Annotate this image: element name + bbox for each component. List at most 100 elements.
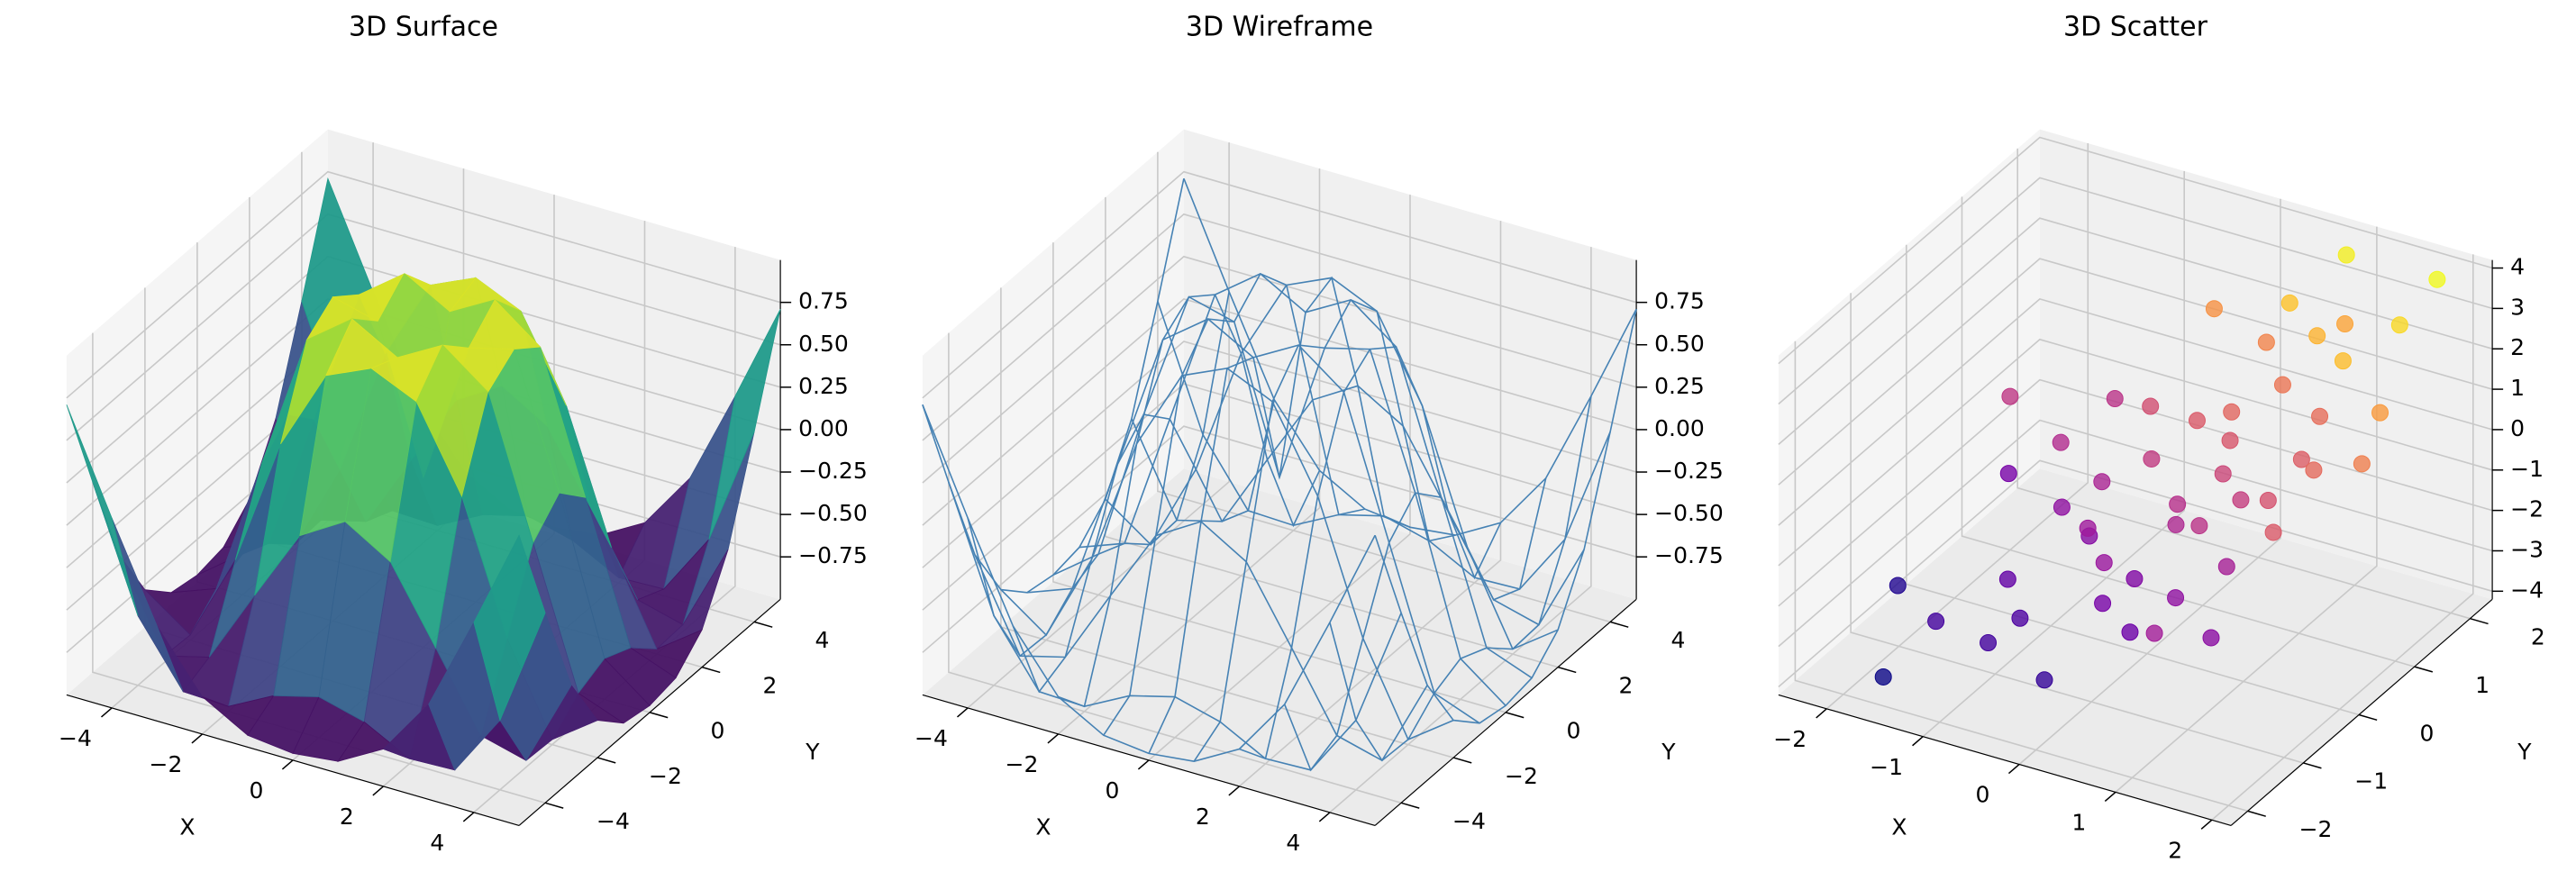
wire-line [1329, 395, 1592, 762]
scatter-point [2308, 327, 2326, 345]
z-tick-label: 0.25 [798, 373, 849, 399]
grid-line [1778, 459, 2493, 688]
z-tick-label: 0.25 [1654, 373, 1705, 399]
z-tick-label: −1 [2510, 456, 2544, 482]
x-axis-label: X [179, 813, 195, 840]
grid-line [922, 383, 1637, 611]
surface-patch [415, 344, 488, 497]
y-tick-label: −2 [2299, 816, 2333, 842]
scatter-point [1874, 668, 1892, 686]
y-tick-label: 2 [763, 672, 778, 698]
grid-line [922, 425, 1637, 653]
x-tick-label: 2 [1196, 804, 1210, 830]
z-tick-label: 3 [2510, 294, 2525, 320]
z-tick-label: 1 [2510, 375, 2525, 401]
z-tick-label: −0.75 [1654, 542, 1724, 568]
scatter-point [2334, 352, 2352, 370]
tick-mark [1505, 712, 1525, 719]
x-tick-label: 0 [1975, 782, 1989, 808]
y-tick-label: 0 [711, 718, 725, 744]
pane [1778, 468, 2493, 826]
z-tick-label: 2 [2510, 334, 2525, 360]
axis-line [2230, 598, 2493, 826]
scatter-point [2121, 623, 2139, 641]
x-tick-label: 2 [2168, 837, 2182, 863]
scatter-point [1998, 570, 2016, 588]
z-tick-label: −0.75 [798, 542, 868, 568]
tick-mark [2470, 617, 2489, 625]
tick-mark [2200, 819, 2213, 830]
grid-line [948, 332, 1402, 804]
scatter-point [2093, 473, 2111, 491]
grid-line [2016, 148, 2471, 620]
x-tick-label: −1 [1870, 754, 1903, 780]
scatter-point [2221, 431, 2239, 450]
scatter-point [2011, 609, 2029, 627]
scatter-point [2125, 569, 2144, 587]
tick-mark [2247, 810, 2266, 817]
grid-line [1778, 338, 2493, 567]
x-tick-label: 4 [1286, 830, 1300, 856]
scatter-point [2273, 376, 2291, 394]
surface-patch [473, 534, 546, 722]
panel: 3D Wireframe −4 −2 0 2 4 −4 −2 0 2 4 −0.75 −0.50 −0.2… [915, 12, 1724, 857]
scatter-point [2336, 315, 2354, 333]
tick-mark [596, 757, 616, 764]
tick-mark [2104, 791, 2116, 803]
scatter-point [2259, 492, 2277, 510]
scatter-point [2190, 517, 2208, 535]
grid-line [1238, 221, 1502, 787]
scatter-point [2079, 519, 2097, 537]
y-tick-label: −4 [1452, 808, 1486, 834]
z-tick-label: 4 [2510, 254, 2525, 280]
scatter-point [2095, 554, 2113, 572]
scatter-point [1999, 465, 2017, 483]
scatter-point [2202, 629, 2220, 647]
x-tick-label: −2 [150, 751, 183, 777]
grid-line [1794, 341, 2248, 813]
grid-line [922, 341, 1637, 568]
tick-mark [2414, 666, 2434, 673]
y-tick-label: 0 [2419, 720, 2434, 746]
grid-line [1922, 170, 2185, 738]
z-tick-label: 0.75 [798, 288, 849, 314]
y-tick-label: −2 [1505, 763, 1538, 789]
grid-line [1778, 217, 2493, 446]
scatter-point [2052, 433, 2070, 451]
scatter-point [2337, 246, 2355, 264]
grid-line [1329, 247, 1592, 813]
scatter-point [2106, 390, 2124, 408]
grid-line [1778, 378, 2493, 607]
z-tick-label: −4 [2510, 577, 2544, 603]
scatter-point [2371, 404, 2389, 422]
y-tick-label: 1 [2475, 672, 2490, 698]
z-tick-label: −0.50 [798, 500, 868, 526]
surface-patch [708, 309, 781, 540]
tick-mark [544, 802, 564, 809]
z-tick-label: −0.25 [1654, 458, 1724, 484]
scatter-point [2001, 387, 2019, 405]
x-axis-label: X [1035, 813, 1051, 840]
chart-title: 3D Wireframe [1186, 12, 1373, 43]
z-tick-label: −0.25 [798, 458, 868, 484]
y-axis-label: Y [2517, 739, 2532, 765]
scatter-point [2232, 491, 2250, 509]
x-tick-label: −2 [1773, 726, 1807, 752]
tick-mark [753, 621, 773, 628]
grid-line [473, 247, 736, 813]
y-axis-label: Y [805, 739, 820, 765]
chart-title: 3D Surface [349, 12, 498, 43]
x-tick-label: 4 [430, 830, 444, 856]
scatter-point [1927, 613, 1945, 631]
scatter-point [2053, 498, 2071, 516]
wire-line [922, 178, 1185, 594]
panel: 3D Scatter −2 −1 0 1 2 −2 −1 0 1 2 −4 −3 −2 −1 0 1 2 3 4 X Y [1773, 12, 2544, 864]
grid-line [1961, 196, 2416, 668]
y-tick-label: −1 [2354, 768, 2388, 795]
scatter-point [2305, 461, 2323, 479]
y-tick-label: −4 [596, 808, 630, 834]
scatter-point [2094, 595, 2112, 613]
tick-mark [1609, 621, 1629, 628]
tick-mark [372, 786, 384, 796]
y-tick-label: 2 [2531, 623, 2545, 649]
